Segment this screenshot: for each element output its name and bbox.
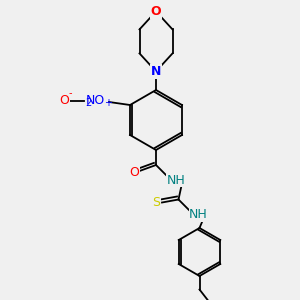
Text: NO: NO <box>86 94 105 107</box>
Text: NH: NH <box>167 173 185 187</box>
Text: O: O <box>129 166 139 179</box>
Text: -: - <box>68 88 72 98</box>
Text: N: N <box>151 65 161 78</box>
Text: NH: NH <box>189 208 208 221</box>
Text: O: O <box>59 94 69 107</box>
Text: 2: 2 <box>85 98 91 109</box>
Text: +: + <box>104 98 112 109</box>
Text: O: O <box>151 5 161 18</box>
Text: S: S <box>153 196 160 209</box>
